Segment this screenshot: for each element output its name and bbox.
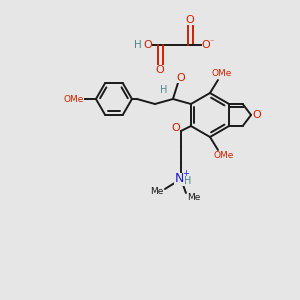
Text: OMe: OMe	[64, 94, 84, 103]
Text: N: N	[174, 172, 184, 185]
Text: O: O	[144, 40, 152, 50]
Text: OMe: OMe	[214, 152, 234, 160]
Text: O: O	[253, 110, 261, 120]
Text: H: H	[160, 85, 168, 95]
Text: Me: Me	[150, 188, 164, 196]
Text: +: +	[182, 169, 189, 178]
Text: H: H	[184, 176, 192, 186]
Text: O: O	[202, 40, 210, 50]
Text: O: O	[172, 123, 180, 133]
Text: OMe: OMe	[212, 70, 232, 79]
Text: O: O	[186, 15, 194, 25]
Text: O: O	[177, 73, 185, 83]
Text: Me: Me	[187, 193, 201, 202]
Text: O: O	[156, 65, 164, 75]
Text: H: H	[134, 40, 142, 50]
Text: ⁻: ⁻	[210, 38, 214, 46]
